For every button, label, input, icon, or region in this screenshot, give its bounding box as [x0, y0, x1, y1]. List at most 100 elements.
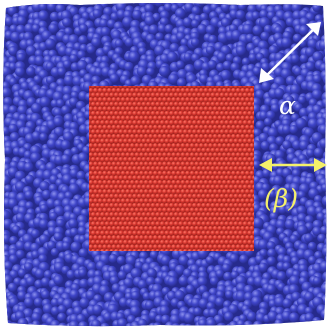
- blue-particle: [224, 312, 234, 322]
- blue-particle: [281, 0, 291, 4]
- blue-particle: [34, 298, 43, 307]
- blue-particle: [79, 279, 89, 289]
- blue-particle: [115, 39, 124, 48]
- blue-particle: [206, 25, 216, 35]
- blue-particle: [0, 198, 3, 207]
- blue-particle: [289, 312, 299, 322]
- blue-particle: [183, 17, 193, 27]
- red-inclusion-region: [77, 74, 274, 268]
- blue-particle: [32, 320, 40, 328]
- blue-particle: [117, 318, 127, 328]
- blue-particle: [221, 2, 231, 12]
- blue-particle: [69, 54, 78, 63]
- blue-particle: [0, 67, 3, 76]
- blue-particle: [261, 81, 271, 91]
- blue-particle: [15, 67, 25, 77]
- blue-particle: [18, 318, 29, 329]
- blue-particle: [264, 118, 272, 126]
- blue-particle: [61, 140, 71, 150]
- blue-particle: [132, 10, 142, 20]
- blue-particle: [238, 2, 247, 11]
- blue-particle: [0, 269, 3, 279]
- blue-particle: [57, 313, 66, 322]
- blue-particle: [128, 51, 139, 62]
- blue-particle: [39, 133, 47, 141]
- blue-particle: [0, 294, 5, 304]
- blue-particle: [225, 290, 234, 299]
- blue-particle: [324, 316, 328, 325]
- blue-particle: [54, 232, 63, 241]
- blue-particle: [247, 312, 257, 322]
- blue-particle: [289, 125, 298, 134]
- blue-particle: [308, 242, 317, 251]
- blue-particle: [324, 26, 328, 37]
- blue-particle: [38, 254, 47, 263]
- blue-particle: [35, 269, 45, 279]
- blue-particle: [16, 213, 26, 223]
- blue-particle: [258, 263, 268, 273]
- blue-particle: [31, 103, 42, 114]
- blue-particle: [0, 148, 5, 158]
- blue-particle: [295, 322, 304, 329]
- blue-particle: [274, 319, 283, 328]
- blue-particle: [236, 10, 246, 20]
- blue-particle: [0, 156, 5, 165]
- blue-particle: [40, 204, 49, 213]
- blue-particle: [179, 276, 189, 286]
- blue-particle: [312, 89, 322, 99]
- blue-particle: [146, 67, 155, 76]
- blue-particle: [324, 321, 328, 329]
- blue-particle: [177, 78, 187, 88]
- blue-particle: [131, 291, 140, 300]
- blue-particle: [304, 233, 313, 242]
- blue-particle: [4, 146, 13, 155]
- blue-particle: [0, 322, 7, 330]
- blue-particle: [26, 66, 36, 76]
- blue-particle: [245, 0, 256, 5]
- blue-particle: [0, 169, 5, 179]
- blue-particle: [248, 53, 257, 62]
- blue-particle: [26, 0, 36, 4]
- blue-particle: [58, 305, 67, 314]
- blue-particle: [0, 2, 6, 12]
- blue-particle: [138, 319, 147, 328]
- blue-particle: [147, 268, 157, 278]
- blue-particle: [0, 185, 3, 196]
- alpha-label: α: [279, 93, 296, 118]
- blue-particle: [184, 312, 195, 323]
- blue-particle: [0, 236, 4, 246]
- blue-particle: [320, 0, 328, 4]
- blue-particle: [35, 56, 45, 66]
- blue-particle: [0, 225, 4, 236]
- blue-particle: [0, 175, 11, 186]
- blue-particle: [39, 2, 48, 11]
- blue-particle: [117, 256, 126, 265]
- blue-particle: [277, 271, 287, 281]
- blue-particle: [39, 219, 49, 229]
- blue-particle: [0, 308, 3, 318]
- blue-particle: [0, 248, 4, 258]
- blue-particle: [262, 323, 271, 329]
- blue-particle: [191, 38, 200, 47]
- blue-particle: [17, 53, 26, 62]
- blue-particle: [324, 22, 328, 31]
- blue-particle: [145, 16, 155, 26]
- blue-particle: [0, 0, 4, 7]
- blue-particle: [0, 91, 2, 100]
- blue-particle: [0, 65, 4, 74]
- blue-particle: [79, 248, 89, 258]
- blue-particle: [73, 0, 82, 5]
- blue-particle: [24, 162, 34, 172]
- blue-particle: [56, 219, 65, 228]
- blue-particle: [0, 26, 5, 35]
- blue-particle: [42, 190, 52, 200]
- blue-particle: [24, 297, 34, 307]
- blue-particle: [0, 296, 4, 307]
- blue-particle: [8, 124, 18, 134]
- blue-particle: [282, 323, 292, 329]
- blue-particle: [285, 219, 295, 229]
- blue-particle: [47, 1, 57, 11]
- blue-particle: [1, 87, 12, 98]
- blue-particle: [125, 38, 134, 47]
